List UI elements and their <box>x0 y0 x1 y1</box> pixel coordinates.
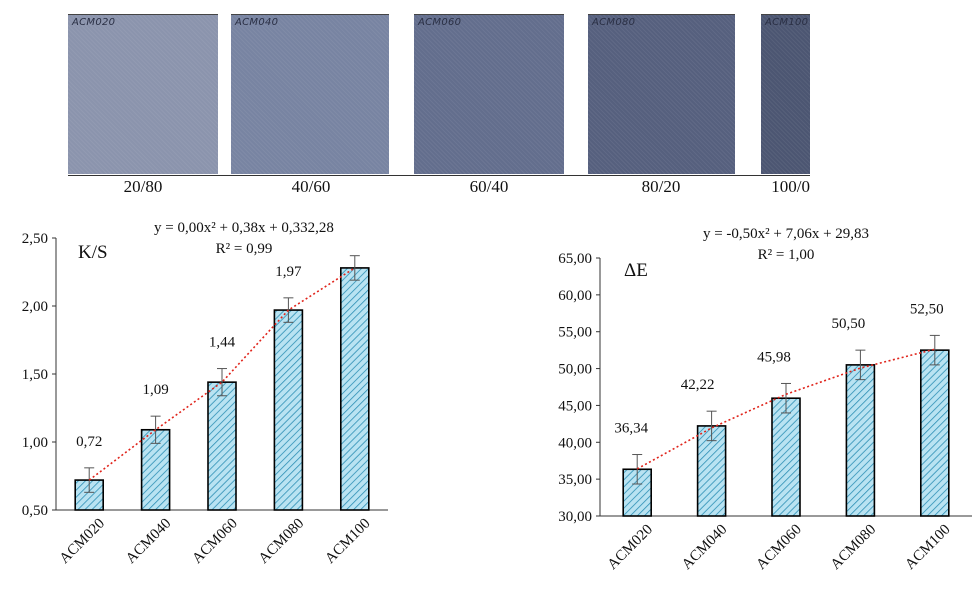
bar <box>339 267 370 511</box>
ratio-label: 80/20 <box>641 177 681 196</box>
y-tick-label: 2,50 <box>22 231 48 247</box>
bar <box>273 309 304 511</box>
data-label: 52,50 <box>910 301 944 317</box>
category-label: ACM020 <box>605 522 656 573</box>
bar <box>74 479 104 511</box>
ratio-label: 40/60 <box>291 177 331 196</box>
r-squared-label: R² = 0,99 <box>216 241 273 257</box>
y-tick-label: 2,00 <box>22 299 48 315</box>
chart-title: K/S <box>78 242 108 263</box>
data-label: 36,34 <box>614 421 648 437</box>
swatch-tag: ACM100 <box>765 17 809 28</box>
y-tick-label: 0,50 <box>22 503 48 519</box>
bar <box>919 349 950 517</box>
fabric-swatch: ACM080 <box>588 14 735 174</box>
category-label: ACM080 <box>828 522 879 573</box>
y-tick-label: 30,00 <box>558 509 592 525</box>
swatch-tag: ACM040 <box>235 17 279 28</box>
category-label: ACM100 <box>902 522 953 573</box>
trend-line <box>636 348 935 470</box>
category-label: ACM020 <box>57 516 108 567</box>
fabric-swatch-strip: ACM020 ACM040 ACM060 ACM080 ACM100 20/80… <box>68 14 810 196</box>
bar <box>622 468 653 517</box>
data-label: 45,98 <box>757 349 791 365</box>
data-label: 50,50 <box>832 316 866 332</box>
category-label: ACM100 <box>322 516 373 567</box>
category-label: ACM040 <box>679 522 730 573</box>
category-label: ACM040 <box>123 516 174 567</box>
y-tick-label: 1,50 <box>22 367 48 383</box>
ratio-label: 100/0 <box>771 177 810 196</box>
fabric-swatch: ACM100 <box>761 14 810 174</box>
y-tick-label: 60,00 <box>558 288 592 304</box>
ratio-label: 60/40 <box>469 177 509 196</box>
category-label: ACM060 <box>189 516 240 567</box>
category-label: ACM060 <box>753 522 804 573</box>
y-tick-label: 45,00 <box>558 398 592 414</box>
y-tick-label: 50,00 <box>558 362 592 378</box>
y-tick-label: 65,00 <box>558 251 592 267</box>
y-tick-label: 40,00 <box>558 435 592 451</box>
bar <box>696 425 727 517</box>
trend-equation: y = 0,00x² + 0,38x + 0,332,28 <box>154 220 334 236</box>
data-label: 1,97 <box>275 264 302 280</box>
bar <box>845 364 876 517</box>
data-label: 0,72 <box>76 434 102 450</box>
r-squared-label: R² = 1,00 <box>758 247 815 263</box>
data-label: 1,44 <box>209 335 236 351</box>
bar <box>771 397 801 517</box>
fabric-swatch: ACM040 <box>231 14 389 174</box>
fabric-swatch: ACM060 <box>414 14 564 174</box>
data-label: 42,22 <box>681 377 715 393</box>
fabric-swatch: ACM020 <box>68 14 218 174</box>
y-tick-label: 35,00 <box>558 472 592 488</box>
ratio-divider <box>68 175 810 176</box>
chart-title: ΔE <box>624 260 648 281</box>
y-tick-label: 1,00 <box>22 435 48 451</box>
data-label: 1,09 <box>142 382 168 398</box>
swatch-tag: ACM020 <box>72 17 116 28</box>
trend-equation: y = -0,50x² + 7,06x + 29,83 <box>703 226 869 242</box>
bar <box>207 381 237 511</box>
category-label: ACM080 <box>256 516 307 567</box>
y-tick-label: 55,00 <box>558 325 592 341</box>
swatch-tag: ACM060 <box>418 17 462 28</box>
trend-line <box>88 267 356 481</box>
ratio-label: 20/80 <box>123 177 163 196</box>
bar <box>140 428 171 511</box>
swatch-tag: ACM080 <box>592 17 636 28</box>
